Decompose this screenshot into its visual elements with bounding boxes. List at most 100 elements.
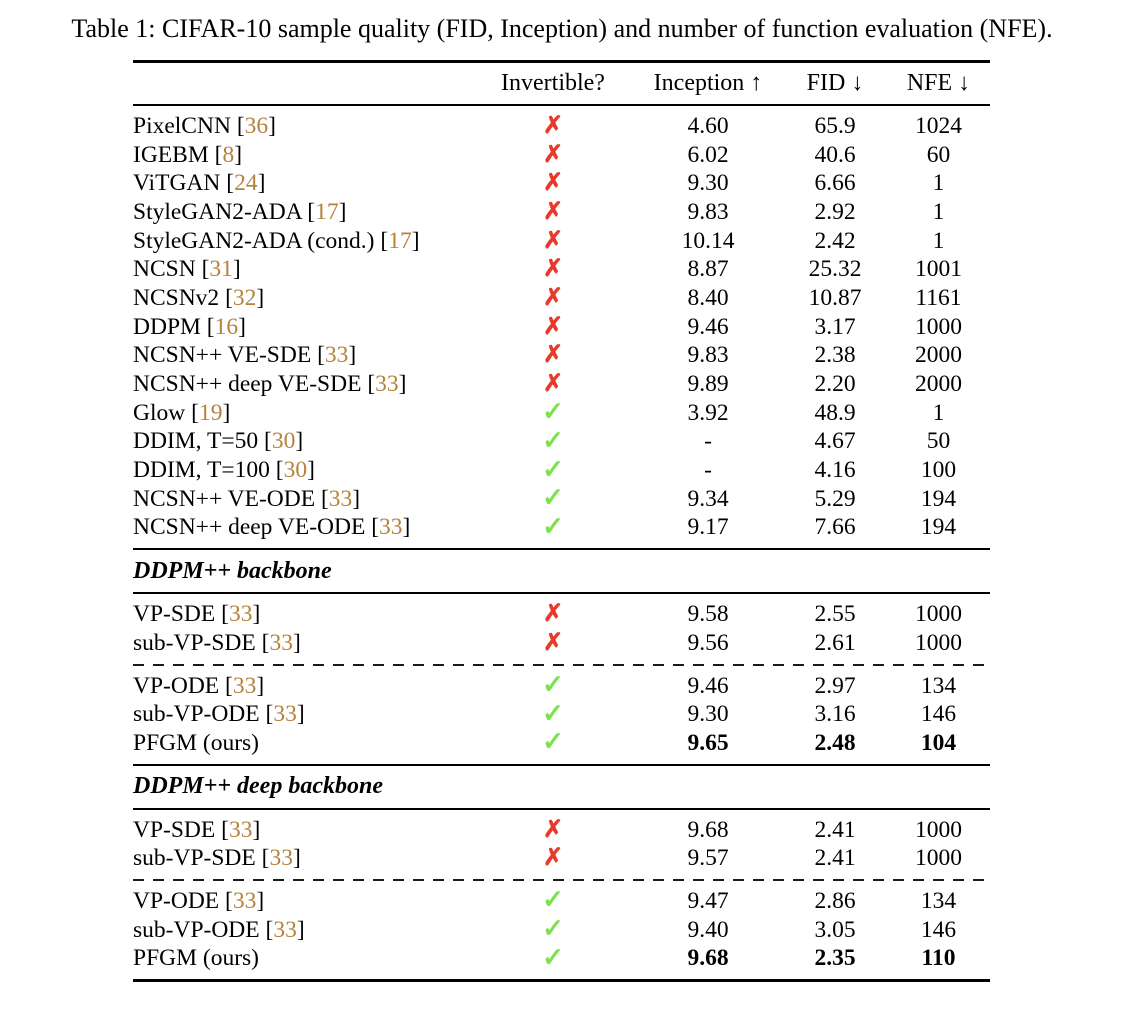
inception-cell: 9.56 bbox=[687, 629, 729, 656]
fid-cell: 2.97 bbox=[814, 672, 856, 699]
method-cell: NCSNv2 [32] bbox=[133, 285, 473, 312]
citation-link[interactable]: 33 bbox=[228, 601, 253, 628]
method-cell: NCSN [31] bbox=[133, 256, 473, 283]
citation-bracket-open: [ bbox=[374, 227, 389, 254]
citation-link[interactable]: 36 bbox=[244, 112, 269, 139]
method-name: VP-ODE bbox=[133, 672, 220, 699]
fid-cell: 2.61 bbox=[814, 629, 856, 656]
section-header: DDPM++ deep backbone bbox=[133, 773, 383, 800]
inception-cell: 8.87 bbox=[687, 256, 729, 283]
citation-link[interactable]: 33 bbox=[269, 845, 293, 872]
table-row: PixelCNN [36] ✗ 4.60 65.9 1024 bbox=[133, 112, 990, 141]
method-name: VP-ODE bbox=[133, 887, 220, 914]
table-row: NCSN++ deep VE-SDE [33] ✗ 9.89 2.20 2000 bbox=[133, 370, 990, 399]
citation-link[interactable]: 17 bbox=[388, 227, 412, 254]
method-name: NCSN bbox=[133, 256, 196, 283]
citation-bracket-close: ] bbox=[222, 399, 231, 426]
invertible-cell: ✓ bbox=[473, 485, 633, 513]
citation-bracket-open: [ bbox=[255, 845, 270, 872]
citation-link[interactable]: 31 bbox=[209, 256, 233, 283]
results-table: Invertible? Inception ↑ FID ↓ NFE ↓ Pixe… bbox=[133, 60, 990, 983]
citation-link[interactable]: 33 bbox=[375, 371, 399, 398]
fid-cell: 2.55 bbox=[814, 601, 856, 628]
citation-link[interactable]: 30 bbox=[271, 428, 296, 455]
citation-link[interactable]: 33 bbox=[269, 629, 293, 656]
inception-cell: 9.58 bbox=[687, 601, 729, 628]
nfe-cell: 194 bbox=[920, 485, 957, 512]
citation-link[interactable]: 8 bbox=[222, 141, 235, 168]
citation-bracket-open: [ bbox=[259, 916, 274, 943]
check-icon: ✓ bbox=[542, 670, 564, 700]
method-name: NCSNv2 bbox=[133, 284, 220, 311]
method-name: PFGM (ours) bbox=[133, 945, 260, 972]
method-name: NCSN++ VE-SDE bbox=[133, 342, 312, 369]
paper-page: Table 1: CIFAR-10 sample quality (FID, I… bbox=[71, 14, 1053, 983]
method-cell: VP-SDE [33] bbox=[133, 817, 473, 844]
check-icon: ✓ bbox=[542, 914, 564, 944]
invertible-cell: ✗ bbox=[473, 113, 633, 140]
citation-link[interactable]: 33 bbox=[379, 514, 403, 541]
method-name: NCSN++ VE-ODE bbox=[133, 485, 316, 512]
citation-link[interactable]: 33 bbox=[273, 701, 297, 728]
method-cell: DDPM [16] bbox=[133, 314, 473, 341]
table-row-group: VP-ODE [33] ✓ 9.47 2.86 134 sub-VP-ODE [33] ✓ 9… bbox=[133, 881, 990, 979]
invertible-cell: ✗ bbox=[473, 342, 633, 369]
invertible-cell: ✓ bbox=[473, 698, 633, 729]
citation-link[interactable]: 33 bbox=[228, 816, 253, 843]
citation-link[interactable]: 30 bbox=[283, 457, 308, 484]
citation-bracket-close: ] bbox=[296, 916, 305, 943]
citation-bracket-close: ] bbox=[256, 672, 265, 699]
check-icon: ✓ bbox=[542, 698, 564, 728]
table-row: VP-ODE [33] ✓ 9.46 2.97 134 bbox=[133, 672, 990, 701]
citation-link[interactable]: 17 bbox=[315, 198, 339, 225]
nfe-cell: 134 bbox=[920, 887, 957, 914]
cross-icon: ✗ bbox=[542, 601, 564, 628]
cross-icon: ✗ bbox=[542, 313, 564, 340]
inception-cell: 9.65 bbox=[687, 729, 729, 756]
nfe-cell: 60 bbox=[926, 141, 951, 168]
citation-bracket-open: [ bbox=[219, 887, 233, 914]
nfe-cell: 1000 bbox=[915, 601, 962, 628]
method-name: sub-VP-ODE bbox=[133, 701, 260, 728]
invertible-cell: ✗ bbox=[473, 314, 633, 341]
method-name: DDIM, T=50 bbox=[133, 428, 259, 455]
citation-bracket-close: ] bbox=[402, 514, 411, 541]
method-name: PFGM (ours) bbox=[133, 729, 260, 756]
citation-link[interactable]: 33 bbox=[232, 887, 257, 914]
inception-cell: 6.02 bbox=[687, 141, 729, 168]
table-row: PFGM (ours) ✓ 9.68 2.35 110 bbox=[133, 944, 990, 974]
inception-cell: 10.14 bbox=[681, 227, 735, 254]
table-row: sub-VP-ODE [33] ✓ 9.40 3.05 146 bbox=[133, 916, 990, 945]
citation-link[interactable]: 19 bbox=[198, 399, 223, 426]
check-icon: ✓ bbox=[542, 483, 564, 513]
citation-bracket-close: ] bbox=[411, 227, 420, 254]
citation-link[interactable]: 33 bbox=[328, 485, 353, 512]
method-cell: DDIM, T=50 [30] bbox=[133, 428, 473, 455]
citation-bracket-open: [ bbox=[200, 313, 215, 340]
cross-icon: ✗ bbox=[542, 342, 564, 369]
invertible-cell: ✗ bbox=[473, 285, 633, 312]
table-bottom-rule bbox=[133, 979, 990, 983]
fid-cell: 65.9 bbox=[814, 112, 856, 139]
method-cell: PFGM (ours) bbox=[133, 945, 473, 972]
citation-bracket-open: [ bbox=[315, 485, 329, 512]
cross-icon: ✗ bbox=[542, 141, 564, 168]
table-row: NCSN++ VE-ODE [33] ✓ 9.34 5.29 194 bbox=[133, 485, 990, 514]
citation-link[interactable]: 16 bbox=[214, 313, 239, 340]
table-row: IGEBM [8] ✗ 6.02 40.6 60 bbox=[133, 141, 990, 170]
citation-bracket-open: [ bbox=[185, 399, 199, 426]
citation-link[interactable]: 33 bbox=[232, 672, 257, 699]
table-row: DDPM [16] ✗ 9.46 3.17 1000 bbox=[133, 313, 990, 342]
citation-bracket-close: ] bbox=[338, 198, 347, 225]
citation-link[interactable]: 24 bbox=[234, 170, 258, 197]
citation-bracket-open: [ bbox=[311, 342, 325, 369]
table-row: ViTGAN [24] ✗ 9.30 6.66 1 bbox=[133, 169, 990, 198]
nfe-cell: 1161 bbox=[915, 284, 962, 311]
method-name: NCSN++ deep VE-ODE bbox=[133, 514, 366, 541]
fid-cell: 25.32 bbox=[808, 256, 862, 283]
col-header-nfe: NFE ↓ bbox=[906, 70, 971, 96]
citation-link[interactable]: 33 bbox=[324, 342, 349, 369]
citation-link[interactable]: 33 bbox=[273, 916, 297, 943]
citation-link[interactable]: 32 bbox=[232, 284, 257, 311]
method-name: sub-VP-ODE bbox=[133, 916, 260, 943]
